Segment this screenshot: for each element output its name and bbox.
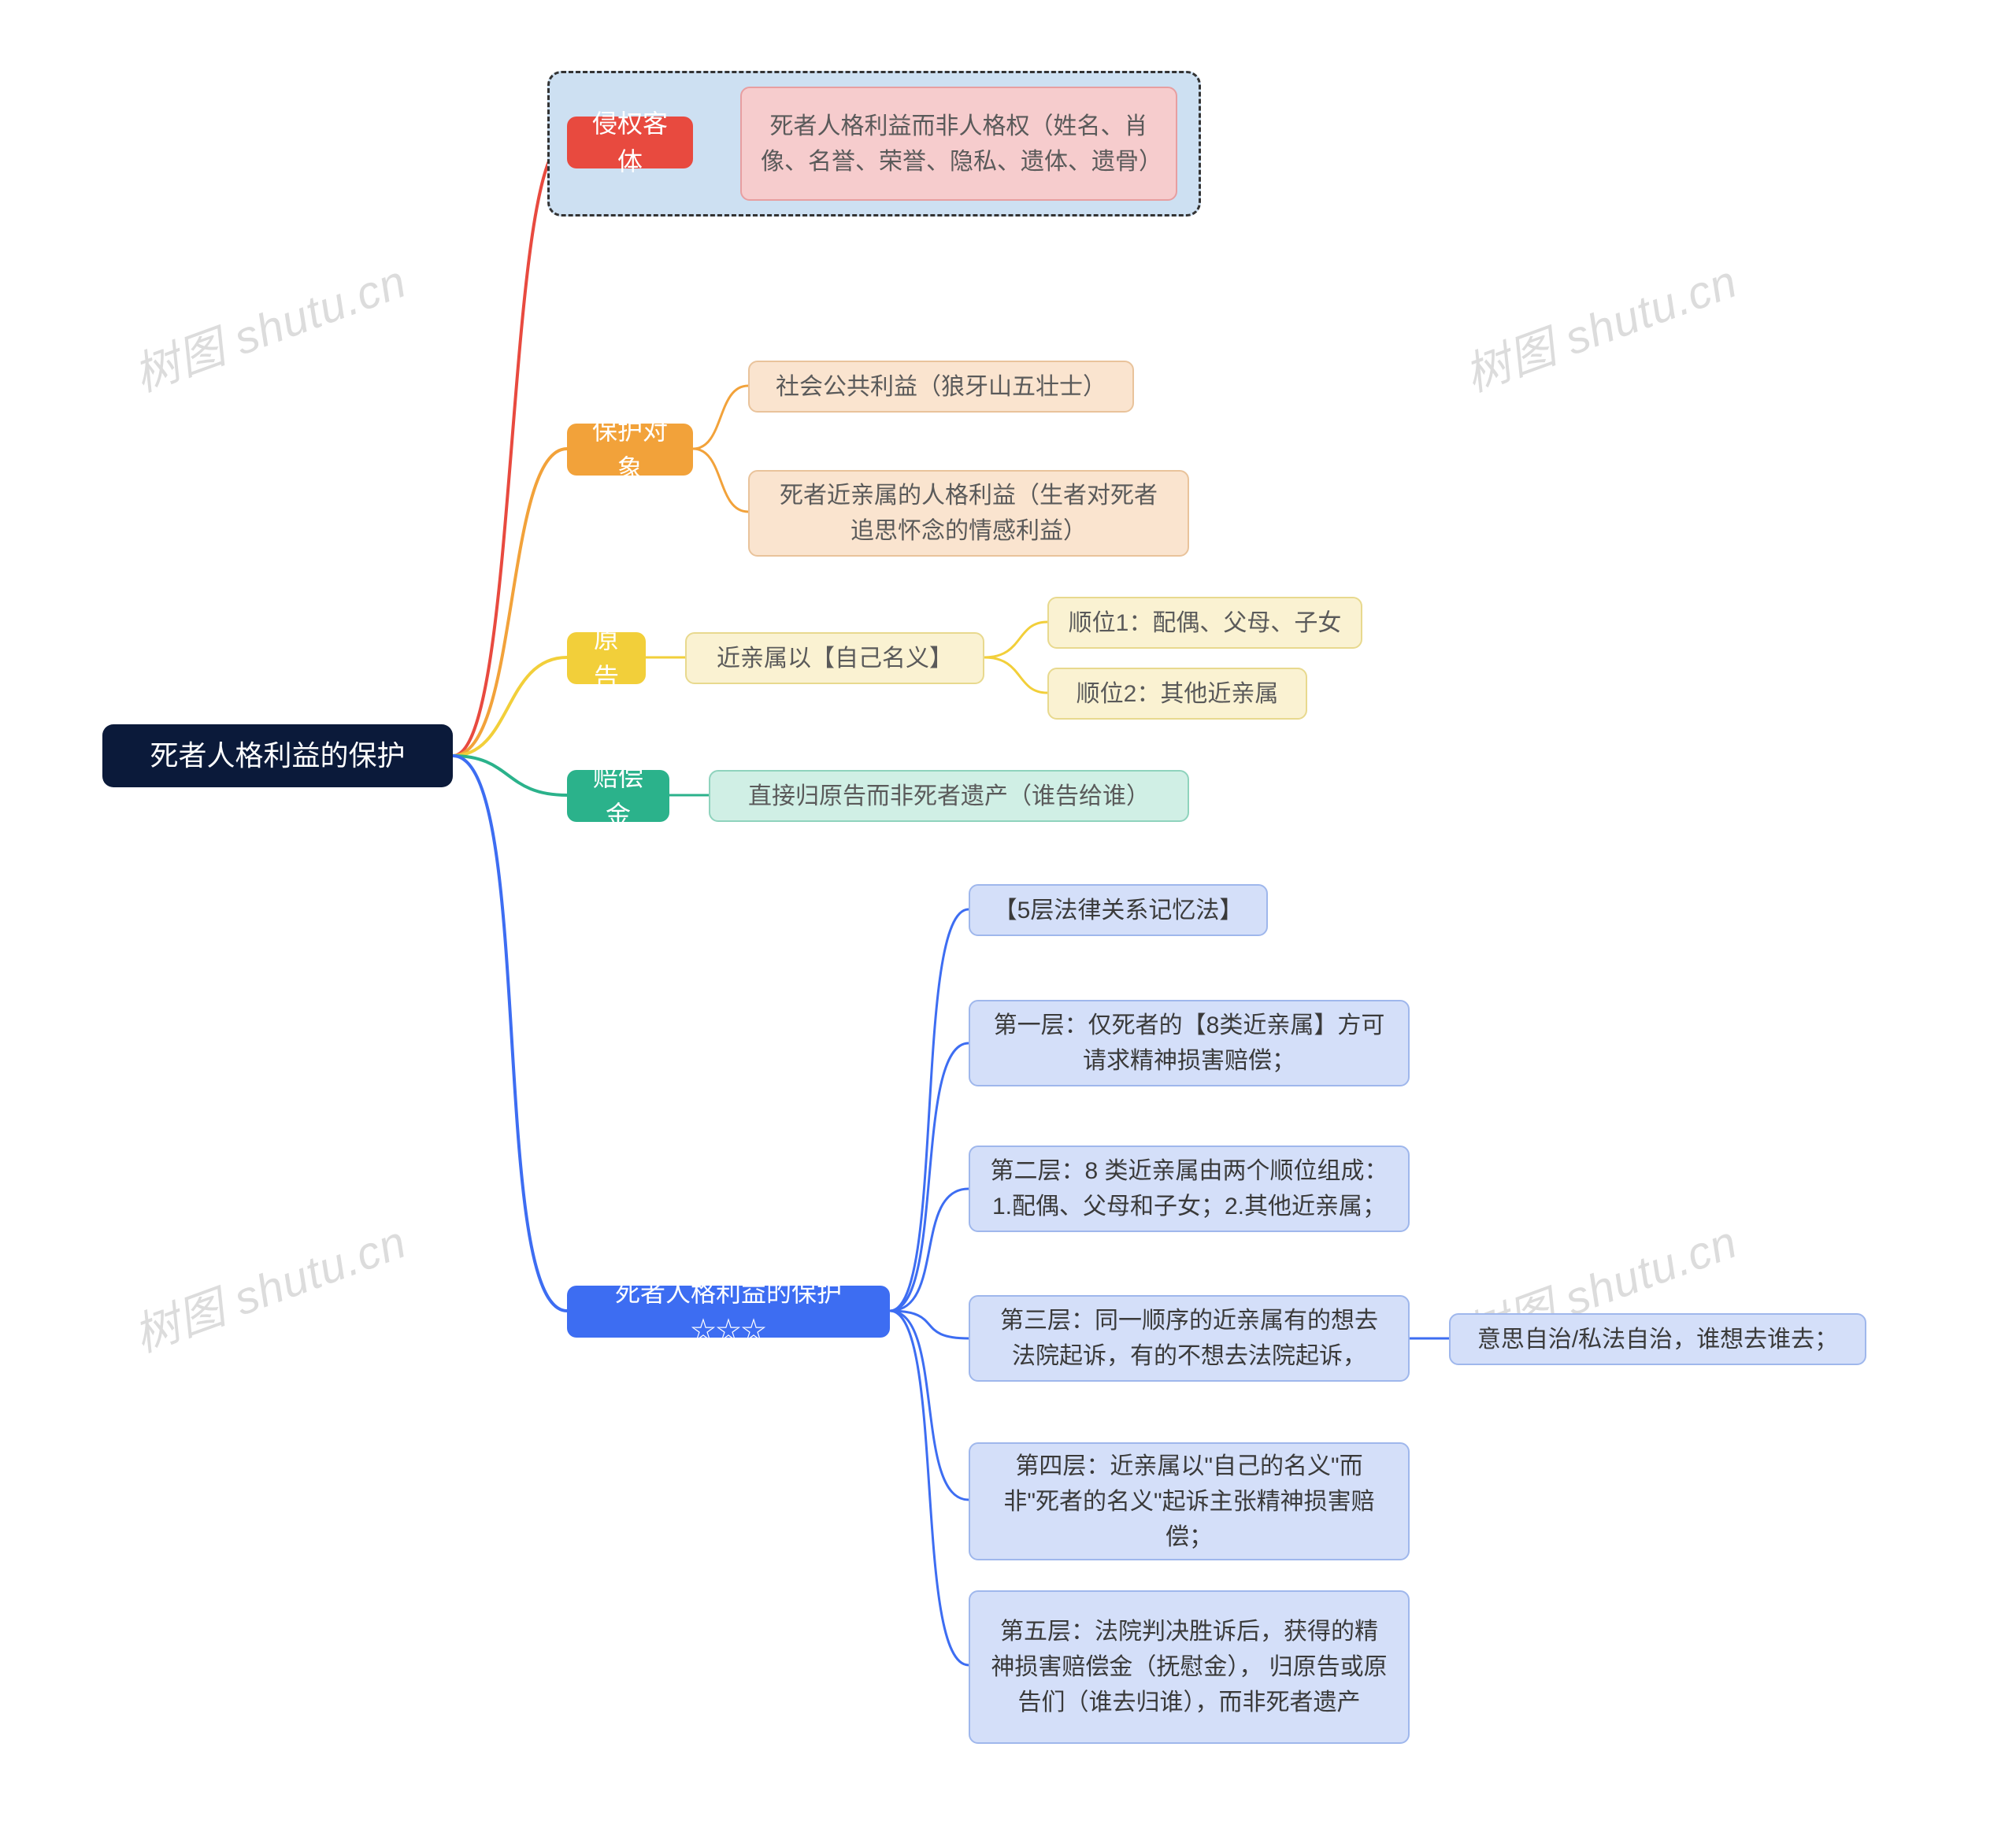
branch-node-b3[interactable]: 原告 xyxy=(567,632,646,684)
leaf-b5-1[interactable]: 第一层：仅死者的【8类近亲属】方可请求精神损害赔偿； xyxy=(969,1000,1410,1086)
root-node[interactable]: 死者人格利益的保护 xyxy=(102,724,453,787)
leaf-b5-5[interactable]: 第五层：法院判决胜诉后，获得的精神损害赔偿金（抚慰金）， 归原告或原告们（谁去归… xyxy=(969,1590,1410,1744)
branch-node-b5[interactable]: 死者人格利益的保护☆☆☆ xyxy=(567,1286,890,1338)
branch-node-b4[interactable]: 赔偿金 xyxy=(567,770,669,822)
leaf-b3-0[interactable]: 近亲属以【自己名义】 xyxy=(685,632,984,684)
branch-node-b1[interactable]: 侵权客体 xyxy=(567,117,693,168)
leaf-b2-1[interactable]: 死者近亲属的人格利益（生者对死者追思怀念的情感利益） xyxy=(748,470,1189,557)
mindmap-canvas: 树图 shutu.cn 树图 shutu.cn 树图 shutu.cn 树图 s… xyxy=(0,0,2016,1821)
leaf-b5-0[interactable]: 【5层法律关系记忆法】 xyxy=(969,884,1268,936)
leaf-b1-0[interactable]: 死者人格利益而非人格权（姓名、肖像、名誉、荣誉、隐私、遗体、遗骨） xyxy=(740,87,1177,201)
leaf-b3-0-0[interactable]: 顺位1：配偶、父母、子女 xyxy=(1047,597,1362,649)
leaf-b2-0[interactable]: 社会公共利益（狼牙山五壮士） xyxy=(748,361,1134,413)
leaf-b5-4[interactable]: 第四层：近亲属以"自己的名义"而非"死者的名义"起诉主张精神损害赔偿； xyxy=(969,1442,1410,1560)
watermark: 树图 shutu.cn xyxy=(124,245,414,405)
leaf-b3-0-1[interactable]: 顺位2：其他近亲属 xyxy=(1047,668,1307,720)
branch-node-b2[interactable]: 保护对象 xyxy=(567,424,693,476)
watermark: 树图 shutu.cn xyxy=(124,1205,414,1365)
watermark: 树图 shutu.cn xyxy=(1455,245,1745,405)
leaf-b5-3[interactable]: 第三层：同一顺序的近亲属有的想去法院起诉，有的不想去法院起诉， xyxy=(969,1295,1410,1382)
leaf-b5-2[interactable]: 第二层：8 类近亲属由两个顺位组成：1.配偶、父母和子女；2.其他近亲属； xyxy=(969,1146,1410,1232)
leaf-b5-3-0[interactable]: 意思自治/私法自治，谁想去谁去； xyxy=(1449,1313,1866,1365)
leaf-b4-0[interactable]: 直接归原告而非死者遗产（谁告给谁） xyxy=(709,770,1189,822)
